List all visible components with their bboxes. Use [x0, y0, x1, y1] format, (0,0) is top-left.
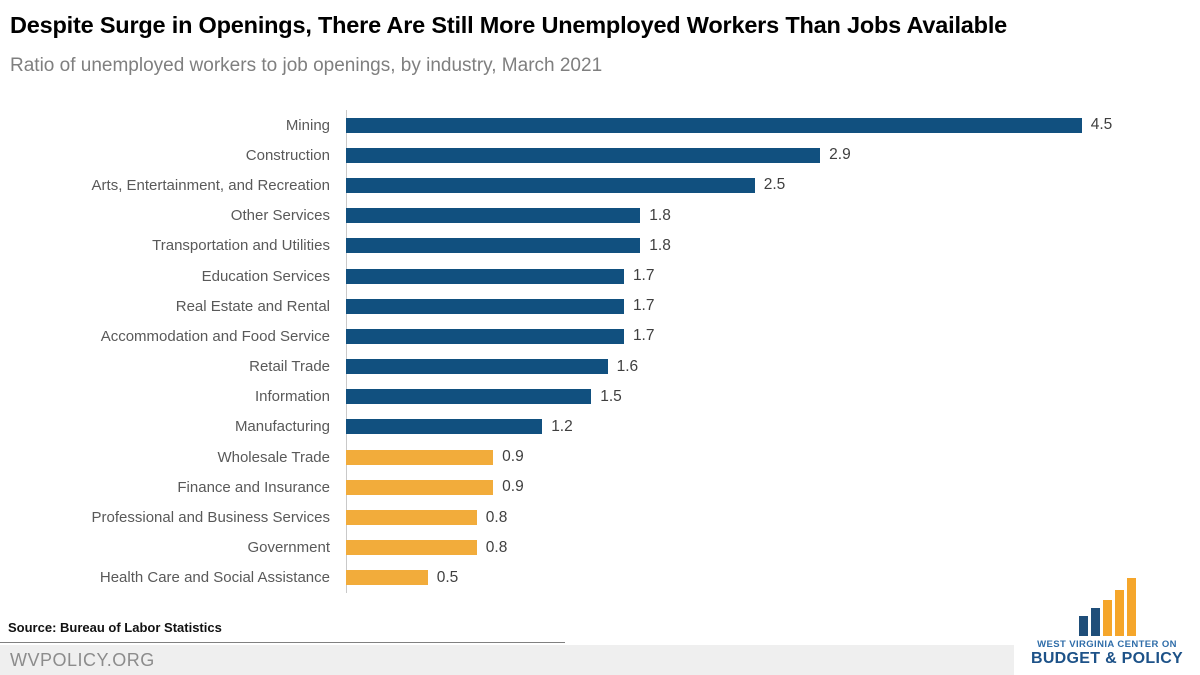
- bar-value: 1.7: [632, 297, 655, 315]
- bar: [346, 389, 592, 405]
- bar-row: Retail Trade 1.6: [0, 352, 1200, 382]
- bar: [346, 208, 641, 224]
- bar-value: 0.8: [485, 538, 508, 556]
- bar-value: 1.7: [632, 327, 655, 345]
- bar: [346, 419, 543, 435]
- bar-value: 0.5: [436, 568, 459, 586]
- bar-value: 1.7: [632, 267, 655, 285]
- bar-row: Finance and Insurance 0.9: [0, 472, 1200, 502]
- bar: [346, 510, 477, 526]
- bar-track: 1.6: [346, 352, 1200, 382]
- logo-org-line2: BUDGET & POLICY: [1030, 650, 1184, 667]
- bar-label: Arts, Entertainment, and Recreation: [91, 176, 330, 194]
- bar-track: 0.8: [346, 533, 1200, 563]
- bar-row: Health Care and Social Assistance 0.5: [0, 563, 1200, 593]
- rising-bars-icon: [1078, 578, 1136, 636]
- bar-track: 0.8: [346, 502, 1200, 532]
- bar-row: Real Estate and Rental 1.7: [0, 291, 1200, 321]
- bar-row: Mining 4.5: [0, 110, 1200, 140]
- bar: [346, 177, 755, 193]
- bar: [346, 147, 821, 163]
- bar: [346, 449, 494, 465]
- bar-label: Health Care and Social Assistance: [99, 569, 330, 587]
- source-note: Source: Bureau of Labor Statistics: [8, 620, 222, 635]
- bar-track: 1.2: [346, 412, 1200, 442]
- bar-row: Wholesale Trade 0.9: [0, 442, 1200, 472]
- bar-row: Education Services 1.7: [0, 261, 1200, 291]
- bar: [346, 117, 1082, 133]
- bar: [346, 328, 624, 344]
- source-divider: [0, 642, 565, 643]
- bar-track: 1.7: [346, 291, 1200, 321]
- bar-track: 0.9: [346, 442, 1200, 472]
- bar-label: Professional and Business Services: [91, 509, 330, 527]
- bar-track: 2.5: [346, 170, 1200, 200]
- bar: [346, 479, 494, 495]
- bar-row: Construction 2.9: [0, 140, 1200, 170]
- bar-label: Government: [247, 539, 330, 557]
- bar: [346, 570, 428, 586]
- bar-value: 0.9: [502, 478, 524, 496]
- logo-bar: [1126, 578, 1136, 636]
- bar-label: Retail Trade: [249, 358, 330, 376]
- bar-track: 1.8: [346, 201, 1200, 231]
- bar-value: 1.8: [649, 236, 671, 254]
- bar-row: Professional and Business Services 0.8: [0, 502, 1200, 532]
- logo-bar: [1102, 600, 1112, 636]
- bar-label: Finance and Insurance: [177, 478, 330, 496]
- bar-chart: Mining 4.5 Construction 2.9 Arts, Entertainm…: [0, 110, 1200, 593]
- bar-value: 2.9: [829, 146, 851, 164]
- bar-track: 0.5: [346, 563, 1200, 593]
- bar: [346, 540, 477, 556]
- page-title: Despite Surge in Openings, There Are Sti…: [10, 12, 1008, 38]
- bar-value: 1.8: [649, 206, 671, 224]
- bar-value: 0.8: [485, 508, 508, 526]
- bar-label: Information: [254, 388, 330, 406]
- bar-row: Arts, Entertainment, and Recreation 2.5: [0, 170, 1200, 200]
- bar-label: Construction: [245, 146, 330, 164]
- bar-value: 2.5: [763, 176, 786, 194]
- logo-org-line1: WEST VIRGINIA CENTER ON: [1037, 639, 1177, 650]
- bar-value: 1.5: [600, 387, 622, 405]
- bar-label: Manufacturing: [234, 418, 330, 436]
- bar-label: Accommodation and Food Service: [100, 327, 330, 345]
- bar-row: Information 1.5: [0, 382, 1200, 412]
- bar-row: Transportation and Utilities 1.8: [0, 231, 1200, 261]
- bar-track: 4.5: [346, 110, 1200, 140]
- bar-label: Mining: [285, 116, 330, 134]
- bar-label: Wholesale Trade: [217, 448, 330, 466]
- bar-track: 2.9: [346, 140, 1200, 170]
- logo-bar: [1090, 608, 1100, 636]
- bar-label: Transportation and Utilities: [152, 237, 330, 255]
- bar-label: Real Estate and Rental: [175, 297, 330, 315]
- bar-track: 0.9: [346, 472, 1200, 502]
- bar-track: 1.5: [346, 382, 1200, 412]
- bar-track: 1.7: [346, 261, 1200, 291]
- logo-bar: [1078, 616, 1088, 636]
- bar-track: 1.7: [346, 321, 1200, 351]
- bar: [346, 238, 641, 254]
- bar-label: Education Services: [201, 267, 330, 285]
- website-text: WVPOLICY.ORG: [10, 649, 155, 670]
- bar-row: Accommodation and Food Service 1.7: [0, 321, 1200, 351]
- bar-row: Other Services 1.8: [0, 201, 1200, 231]
- footer-strip: WVPOLICY.ORG: [0, 645, 1200, 675]
- bar: [346, 298, 624, 314]
- bar-track: 1.8: [346, 231, 1200, 261]
- chart-axis-line: [346, 110, 347, 593]
- bar-row: Manufacturing 1.2: [0, 412, 1200, 442]
- bar-row: Government 0.8: [0, 533, 1200, 563]
- bar-value: 0.9: [502, 448, 524, 466]
- bar-value: 1.6: [616, 357, 639, 375]
- logo-bar: [1114, 590, 1124, 636]
- org-logo: WEST VIRGINIA CENTER ON BUDGET & POLICY: [1014, 578, 1200, 675]
- bar: [346, 359, 608, 375]
- bar-value: 4.5: [1090, 116, 1113, 134]
- bar-value: 1.2: [551, 417, 573, 435]
- bar-label: Other Services: [230, 207, 330, 225]
- page-subtitle: Ratio of unemployed workers to job openi…: [10, 55, 603, 76]
- bar: [346, 268, 624, 284]
